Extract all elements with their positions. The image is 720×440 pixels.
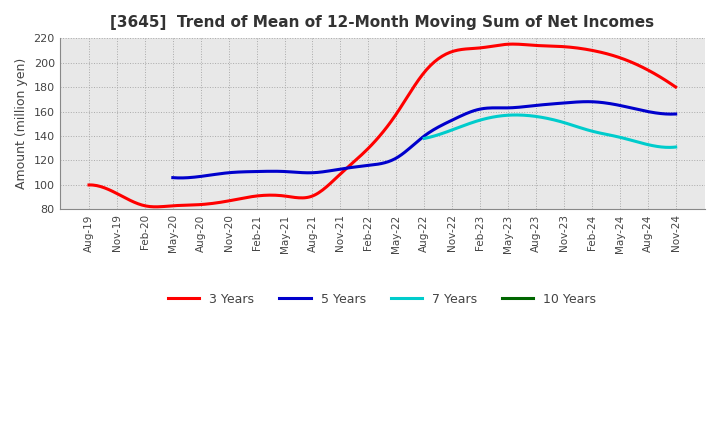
- 5 Years: [468, 109, 477, 114]
- 5 Years: [671, 111, 680, 117]
- 3 Years: [508, 41, 517, 47]
- 5 Years: [584, 99, 593, 104]
- 3 Years: [621, 57, 629, 62]
- 7 Years: [633, 139, 642, 144]
- 7 Years: [570, 123, 578, 128]
- 7 Years: [665, 145, 673, 150]
- 5 Years: [469, 108, 478, 114]
- 5 Years: [168, 175, 177, 180]
- 3 Years: [151, 204, 160, 209]
- 7 Years: [420, 136, 429, 141]
- Legend: 3 Years, 5 Years, 7 Years, 10 Years: 3 Years, 5 Years, 7 Years, 10 Years: [163, 288, 601, 311]
- 3 Years: [583, 47, 592, 52]
- 5 Years: [478, 106, 487, 111]
- 3 Years: [85, 182, 94, 187]
- 5 Years: [595, 99, 604, 105]
- Title: [3645]  Trend of Mean of 12-Month Moving Sum of Net Incomes: [3645] Trend of Mean of 12-Month Moving …: [110, 15, 654, 30]
- Line: 7 Years: 7 Years: [424, 115, 675, 147]
- 5 Years: [628, 106, 636, 111]
- Line: 5 Years: 5 Years: [173, 102, 675, 178]
- 3 Years: [671, 84, 680, 90]
- 3 Years: [446, 50, 454, 55]
- Line: 3 Years: 3 Years: [89, 44, 675, 207]
- 7 Years: [671, 144, 680, 150]
- Y-axis label: Amount (million yen): Amount (million yen): [15, 58, 28, 189]
- 3 Years: [436, 55, 444, 60]
- 3 Years: [434, 56, 443, 62]
- 7 Years: [575, 125, 583, 130]
- 5 Years: [170, 175, 179, 180]
- 7 Years: [649, 143, 657, 148]
- 7 Years: [512, 112, 521, 117]
- 7 Years: [570, 123, 579, 128]
- 5 Years: [177, 175, 186, 180]
- 3 Years: [86, 182, 95, 187]
- 7 Years: [420, 136, 428, 141]
